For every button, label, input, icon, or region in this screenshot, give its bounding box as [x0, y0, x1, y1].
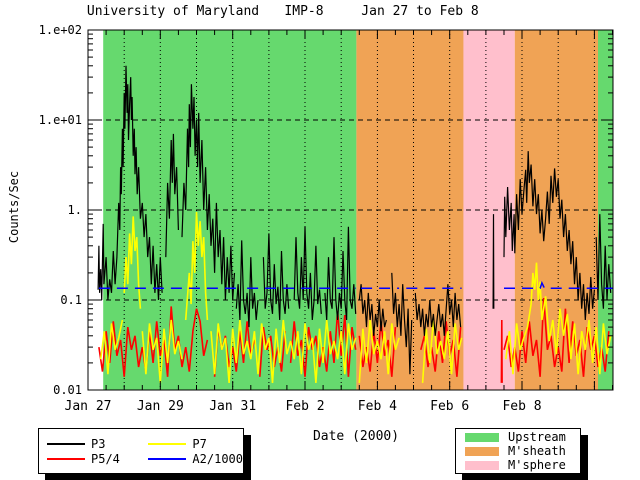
- series-legend: P3 P7 P5/4 A2/1000: [38, 428, 244, 474]
- series-p7: [184, 211, 209, 321]
- series-p3: [165, 133, 179, 258]
- legend-label-msphere: M'sphere: [508, 458, 566, 472]
- series-p3: [391, 272, 413, 375]
- y-tick-label: 0.1: [60, 293, 82, 307]
- x-tick-label: Jan 27: [64, 399, 112, 414]
- x-tick-label: Feb 2: [285, 399, 325, 414]
- legend-item-p7: P7: [140, 438, 243, 450]
- legend-item-p3: P3: [39, 438, 140, 450]
- y-axis-title: Counts/Sec: [7, 170, 21, 244]
- series-a2-1000: [504, 280, 613, 290]
- series-p3: [262, 233, 290, 321]
- y-tick-label: 1.: [67, 203, 82, 217]
- legend-item-a2-1000: A2/1000: [140, 453, 243, 465]
- plot-title-spacecraft: IMP-8: [284, 4, 324, 19]
- series-p5-4: [500, 319, 503, 383]
- legend-label-p3: P3: [91, 436, 106, 451]
- x-tick-label: Feb 4: [357, 399, 397, 414]
- series-p7: [99, 319, 124, 375]
- series-p3: [324, 226, 357, 321]
- series-p5-4: [98, 306, 209, 377]
- series-p7: [210, 319, 357, 383]
- x-tick-label: Jan 31: [209, 399, 257, 414]
- series-p5-4: [259, 326, 286, 377]
- legend-label-msheath: M'sheath: [508, 444, 566, 458]
- legend-item-p5-4: P5/4: [39, 453, 140, 465]
- region-legend: Upstream M'sheath M'sphere: [455, 428, 581, 474]
- series-p7: [358, 319, 400, 383]
- series-p7: [505, 262, 612, 375]
- series-p7: [141, 319, 183, 383]
- plot-title-daterange: Jan 27 to Feb 8: [361, 4, 479, 19]
- legend-item-msphere: M'sphere: [456, 459, 580, 471]
- x-axis-title: Date (2000): [312, 429, 400, 444]
- msphere-color-swatch: [465, 460, 499, 470]
- series-p3: [492, 214, 495, 309]
- series-p3: [503, 151, 595, 321]
- p3-line-sample: [47, 442, 85, 445]
- legend-label-upstream: Upstream: [508, 430, 566, 444]
- series-p7: [123, 216, 142, 309]
- series-p3: [414, 284, 462, 336]
- plot-title-institution: University of Maryland: [86, 4, 260, 19]
- series-p7: [421, 319, 463, 383]
- series-p3: [235, 240, 259, 328]
- msheath-color-swatch: [465, 446, 499, 456]
- legend-item-msheath: M'sheath: [456, 445, 580, 457]
- y-tick-label: 1.e+02: [38, 23, 82, 37]
- p7-line-sample: [148, 442, 187, 445]
- legend-label-p5-4: P5/4: [91, 451, 120, 466]
- legend-item-upstream: Upstream: [456, 431, 580, 443]
- series-p5-4: [289, 311, 357, 377]
- series-p3: [97, 65, 163, 301]
- p5-4-line-sample: [47, 457, 85, 460]
- series-p3: [181, 84, 236, 301]
- y-tick-label: 1.e+01: [38, 113, 82, 127]
- x-tick-label: Jan 29: [136, 399, 184, 414]
- series-p3: [358, 284, 387, 336]
- series-p3: [293, 226, 322, 321]
- x-tick-label: Feb 6: [430, 399, 470, 414]
- legend-label-p7: P7: [192, 436, 207, 451]
- legend-label-a2-1000: A2/1000: [192, 451, 243, 466]
- series-p3: [595, 214, 612, 309]
- x-tick-label: Feb 8: [502, 399, 542, 414]
- a2-1000-line-sample: [148, 457, 187, 460]
- upstream-color-swatch: [465, 432, 499, 442]
- y-tick-label: 0.01: [53, 383, 82, 397]
